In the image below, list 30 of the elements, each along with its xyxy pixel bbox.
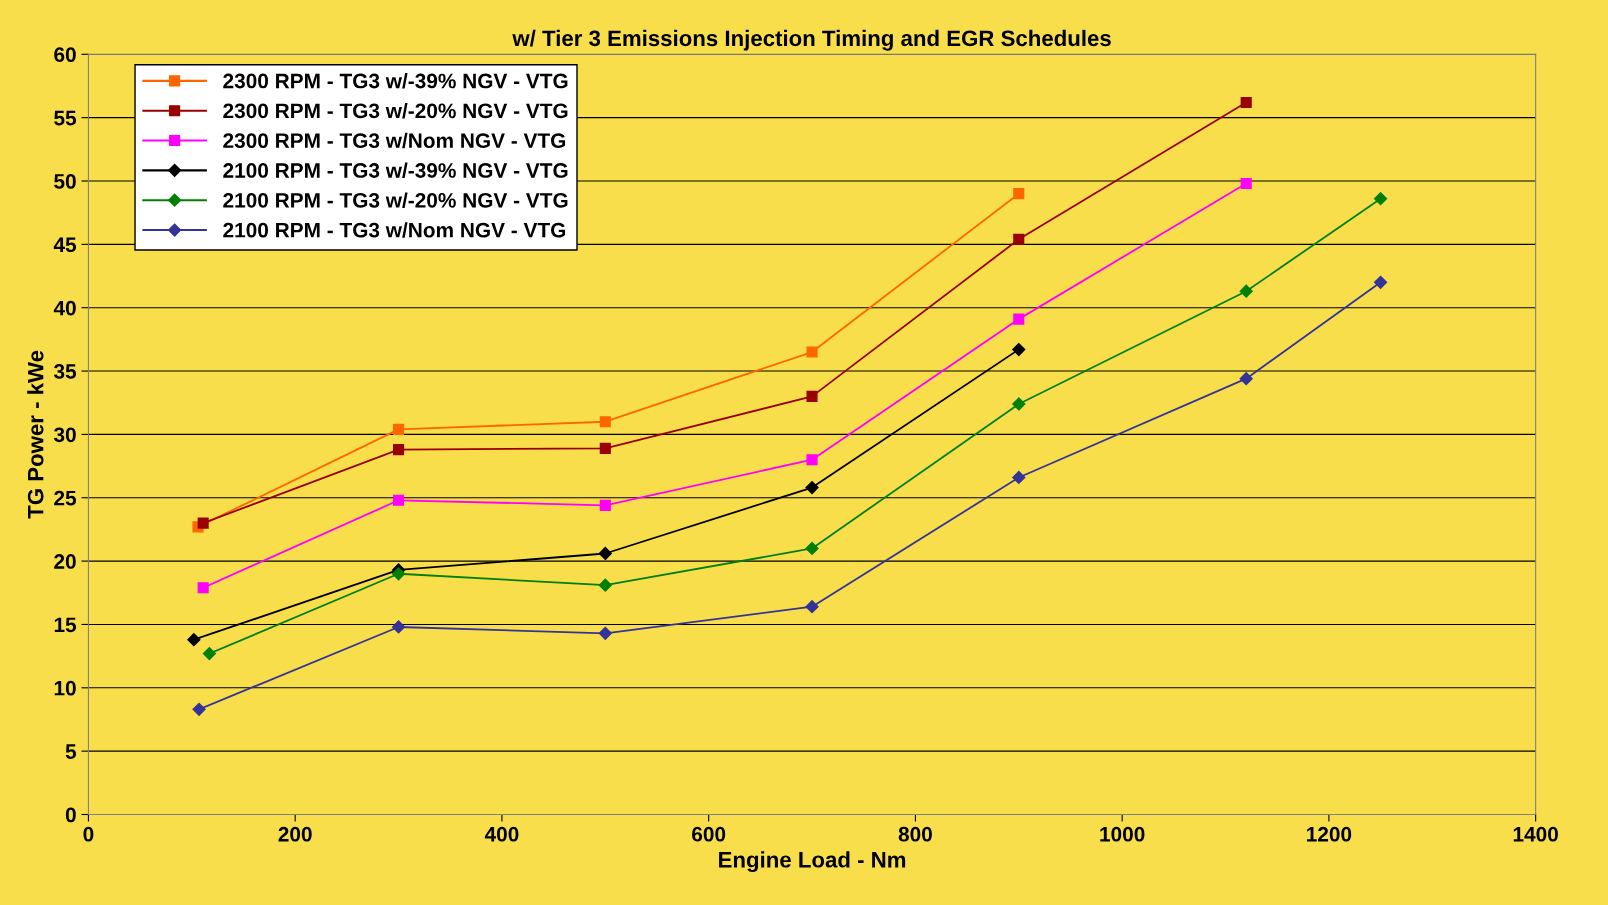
- y-tick-label: 60: [54, 47, 76, 63]
- legend-label: 2300 RPM - TG3 w/-39% NGV - VTG: [223, 73, 568, 89]
- x-tick-label: 1000: [1100, 826, 1145, 842]
- legend-label: 2100 RPM - TG3 w/-39% NGV - VTG: [223, 162, 568, 179]
- x-tick-label: 1200: [1307, 826, 1352, 842]
- y-axis-title: TG Power - kWe: [27, 350, 44, 519]
- x-tick-label: 0: [83, 826, 94, 842]
- x-axis-title: Engine Load - Nm: [719, 851, 906, 873]
- y-tick-label: 50: [54, 174, 76, 189]
- y-tick-label: 15: [54, 617, 77, 633]
- y-tick-label: 0: [65, 807, 76, 823]
- legend-label: 2100 RPM - TG3 w/-20% NGV - VTG: [223, 192, 568, 208]
- chart-title: w/ Tier 3 Emissions Injection Timing and EGR Schedules: [512, 29, 1111, 51]
- legend-label: 2300 RPM - TG3 w/-20% NGV - VTG: [223, 102, 568, 119]
- y-tick-label: 5: [65, 744, 77, 759]
- x-tick-label: 1400: [1513, 826, 1558, 842]
- x-tick-label: 200: [278, 826, 312, 842]
- y-tick-label: 20: [54, 554, 76, 569]
- legend-label: 2100 RPM - TG3 w/Nom NGV - VTG: [223, 222, 566, 238]
- y-tick-label: 25: [54, 490, 77, 506]
- legend-label: 2300 RPM - TG3 w/Nom NGV - VTG: [223, 132, 566, 149]
- y-tick-label: 35: [53, 364, 77, 379]
- y-tick-label: 55: [54, 110, 77, 126]
- y-tick-label: 30: [53, 427, 76, 443]
- x-tick-label: 400: [484, 826, 519, 842]
- x-tick-label: 600: [692, 826, 726, 842]
- y-tick-label: 40: [53, 300, 76, 316]
- x-tick-label: 800: [898, 826, 932, 842]
- y-tick-label: 10: [54, 680, 76, 696]
- y-tick-label: 45: [53, 237, 77, 253]
